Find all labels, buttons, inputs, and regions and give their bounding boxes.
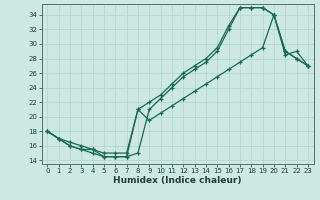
X-axis label: Humidex (Indice chaleur): Humidex (Indice chaleur) — [113, 176, 242, 185]
